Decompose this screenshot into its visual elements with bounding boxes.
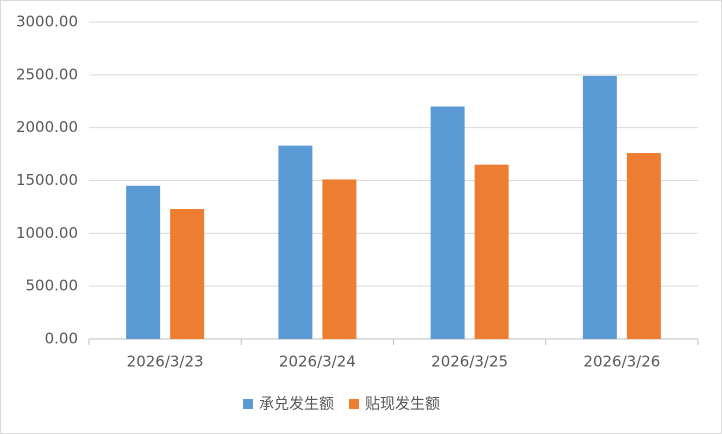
legend-label: 贴现发生额	[365, 395, 440, 413]
x-tick-label: 2026/3/25	[431, 353, 508, 371]
bar	[474, 164, 509, 339]
bar	[626, 153, 661, 339]
y-tick-label: 1000.00	[16, 224, 78, 242]
bar	[430, 106, 465, 340]
x-tick-label: 2026/3/26	[583, 353, 660, 371]
x-tick-label: 2026/3/23	[127, 353, 204, 371]
legend-label: 承兑发生额	[259, 395, 334, 413]
bar	[322, 179, 357, 339]
bar	[126, 185, 161, 339]
y-tick-label: 2000.00	[16, 118, 78, 136]
legend-swatch	[349, 399, 359, 409]
bar	[170, 209, 205, 339]
y-tick-label: 2500.00	[16, 65, 78, 83]
x-tick-label: 2026/3/24	[279, 353, 356, 371]
bar	[582, 75, 617, 339]
y-tick-label: 500.00	[26, 277, 79, 295]
y-tick-label: 0.00	[45, 330, 78, 348]
legend-swatch	[243, 399, 253, 409]
bar	[278, 145, 313, 339]
y-tick-label: 1500.00	[16, 171, 78, 189]
y-tick-label: 3000.00	[16, 13, 78, 31]
